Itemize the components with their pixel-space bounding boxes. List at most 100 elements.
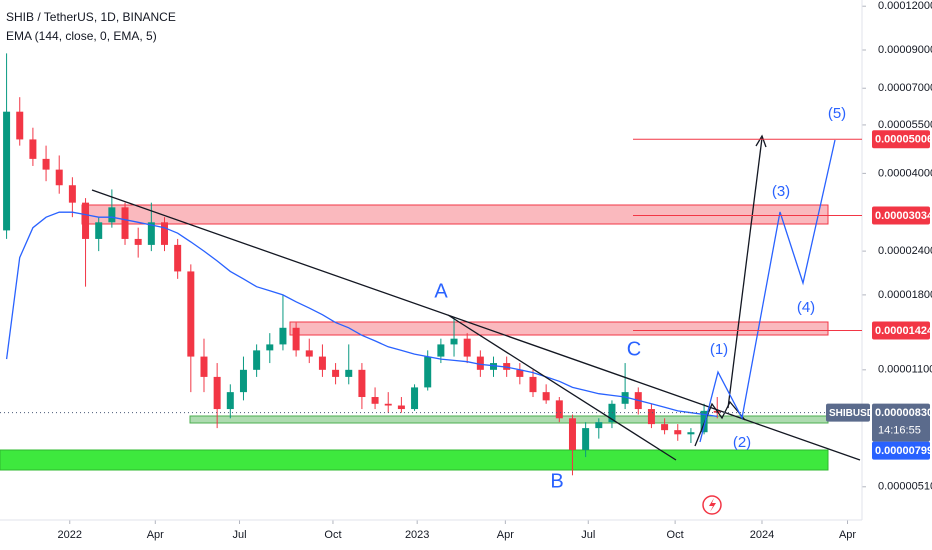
candle-body [200, 356, 208, 377]
candle-body [516, 369, 524, 377]
x-tick-label: Apr [839, 529, 856, 541]
candle-body [134, 238, 142, 245]
price-tag-label: 0.00005006 [875, 134, 932, 146]
candle-body [437, 344, 445, 357]
y-tick-label: 0.00007000 [878, 82, 932, 94]
candle-body [371, 397, 379, 404]
candle-body [174, 244, 182, 272]
candle-body [253, 350, 261, 370]
wave-label: (4) [797, 299, 815, 316]
alert-icon-bolt [709, 498, 716, 512]
y-tick-label: 0.00000510 [878, 481, 932, 493]
candle-body [292, 327, 300, 351]
x-tick-label: 2024 [750, 529, 774, 541]
candle-body [226, 392, 234, 410]
candle-body [490, 363, 498, 370]
candle-body [42, 158, 50, 170]
candle-body [279, 327, 287, 345]
candle-body [213, 376, 221, 410]
candle-body [345, 369, 353, 377]
arrow-head [755, 134, 767, 148]
last-price-label: 0.00000830 [875, 407, 932, 419]
x-tick-label: Oct [667, 529, 684, 541]
y-tick-label: 0.00001800 [878, 289, 932, 301]
y-tick-label: 0.00005500 [878, 119, 932, 131]
candle-body [687, 432, 695, 435]
chart-title: SHIB / TetherUS, 1D, BINANCE [6, 10, 176, 24]
price-tag [872, 130, 930, 149]
candle-body [463, 338, 471, 357]
wave-label: B [550, 470, 563, 492]
candle-body [29, 139, 37, 159]
support-zone [0, 449, 829, 471]
candle-body [411, 387, 419, 410]
candle-body [187, 271, 195, 357]
candle-body [358, 369, 366, 398]
candle-body [55, 169, 63, 186]
candle-body [424, 356, 432, 388]
wave-label: (2) [733, 434, 751, 451]
wave-label: A [434, 280, 448, 302]
wave-label: (1) [710, 341, 728, 358]
y-tick-label: 0.00012000 [878, 0, 932, 12]
candle-body [582, 428, 590, 450]
price-tag-label: 0.00003034 [875, 210, 932, 222]
x-tick-label: Apr [147, 529, 164, 541]
candle-body [595, 422, 603, 429]
candle-body [450, 338, 458, 345]
support-zone [189, 415, 829, 424]
x-tick-label: Apr [497, 529, 514, 541]
last-price-tag [872, 403, 930, 442]
symbol-label: SHIBUSDT [829, 408, 880, 419]
price-tag [872, 321, 930, 340]
candle-body [647, 409, 655, 425]
resistance-zone [289, 321, 829, 336]
candle-body [700, 410, 708, 433]
countdown-label: 14:16:55 [878, 425, 921, 437]
y-tick-label: 0.00004000 [878, 167, 932, 179]
candle-body [266, 344, 274, 351]
wave-label: (5) [828, 105, 846, 122]
drawings [91, 134, 861, 515]
candle-body [542, 392, 550, 401]
projection-path [699, 139, 836, 443]
candle-body [384, 403, 392, 406]
ema-line [5, 211, 718, 418]
y-tick-label: 0.00009000 [878, 44, 932, 56]
candle-body [621, 392, 629, 404]
ema-tag-label: 0.00000799 [875, 445, 932, 457]
y-tick-label: 0.00002400 [878, 245, 932, 257]
x-tick-label: 2022 [58, 529, 82, 541]
indicator-label: EMA (144, close, 0, EMA, 5) [6, 29, 157, 43]
arrow-line [727, 137, 763, 409]
candle-body [397, 405, 405, 410]
candle-body [68, 185, 76, 203]
candle-body [121, 207, 129, 239]
x-tick-label: Jul [232, 529, 246, 541]
price-tag-label: 0.00001424 [875, 325, 932, 337]
y-tick-label: 0.00001100 [878, 364, 932, 376]
candle-body [608, 403, 616, 423]
candle-body [16, 111, 24, 140]
wave-label: C [627, 338, 641, 360]
candle-body [161, 222, 169, 245]
candle-body [476, 356, 484, 370]
candle-body [82, 202, 90, 239]
candle-body [555, 400, 563, 419]
ema-tag [872, 441, 930, 460]
candle-body [95, 222, 103, 239]
x-tick-label: 2023 [405, 529, 429, 541]
x-tick-label: Oct [324, 529, 341, 541]
candle-body [674, 430, 682, 435]
symbol-tag [826, 403, 870, 422]
wave-label: (3) [772, 183, 790, 200]
trendline [91, 189, 861, 461]
candle-body [108, 207, 116, 223]
candle-body [3, 111, 11, 231]
candle-body [239, 369, 247, 393]
x-tick-label: Jul [581, 529, 595, 541]
price-tag [872, 206, 930, 225]
candle-body [147, 222, 155, 245]
plot [3, 53, 721, 476]
